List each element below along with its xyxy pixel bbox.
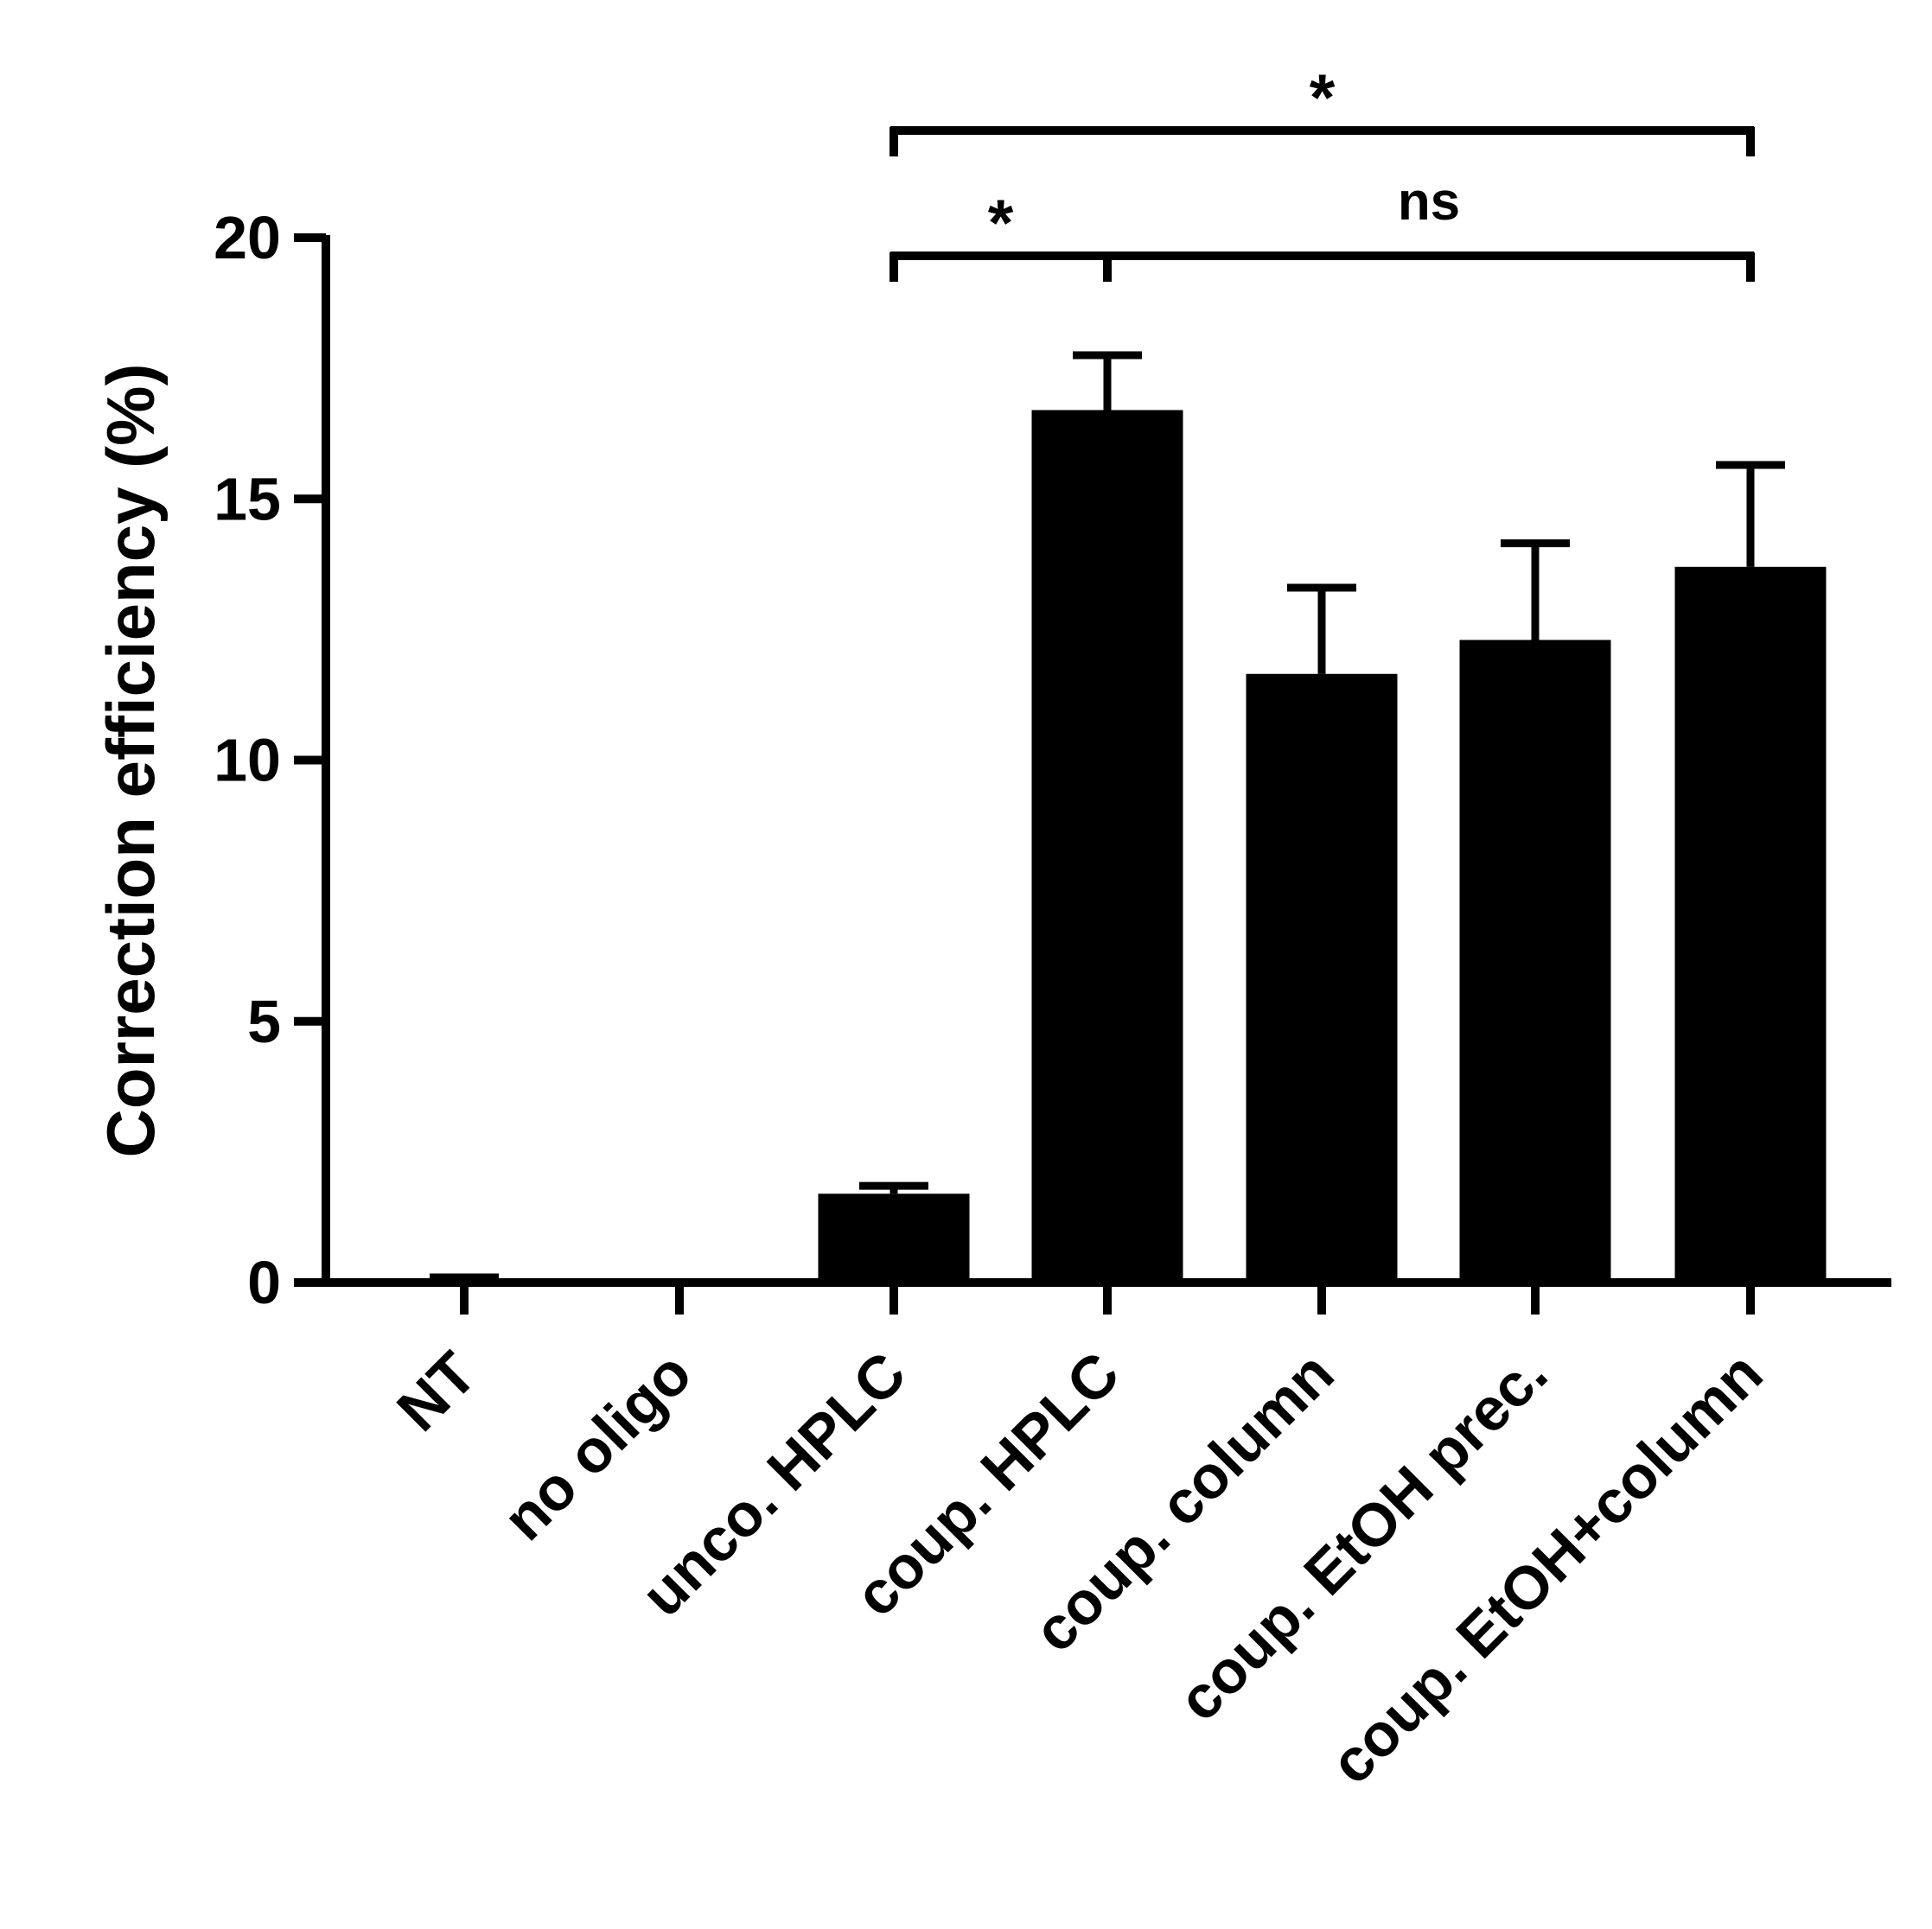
significance-label: *	[988, 187, 1014, 260]
bar	[1674, 566, 1827, 1283]
bar	[1031, 410, 1183, 1283]
significance-brackets: * ns *	[889, 61, 1755, 282]
y-tick-label: 10	[214, 727, 281, 794]
x-tick-label: no oligo	[490, 1339, 705, 1553]
bars	[388, 410, 1827, 1283]
significance-label: *	[1310, 61, 1336, 135]
bar	[1459, 640, 1611, 1283]
error-bars	[430, 351, 1785, 1282]
bar	[1246, 673, 1398, 1283]
x-tick-label: coup. EtOH prec.	[1165, 1339, 1560, 1734]
y-tick-label: 20	[214, 204, 281, 271]
significance-label: ns	[1398, 172, 1460, 232]
bar	[818, 1194, 970, 1283]
y-tick-label: 0	[247, 1249, 281, 1316]
x-tick-label: coup. EtOH+column	[1317, 1339, 1776, 1797]
y-tick-label: 5	[247, 988, 281, 1055]
axes: 0 5 10 15 20	[214, 204, 1891, 1316]
y-axis-label: Correction efficiency (%)	[92, 364, 169, 1158]
y-tick-label: 15	[214, 465, 281, 532]
x-tick-label: NT	[384, 1339, 488, 1443]
